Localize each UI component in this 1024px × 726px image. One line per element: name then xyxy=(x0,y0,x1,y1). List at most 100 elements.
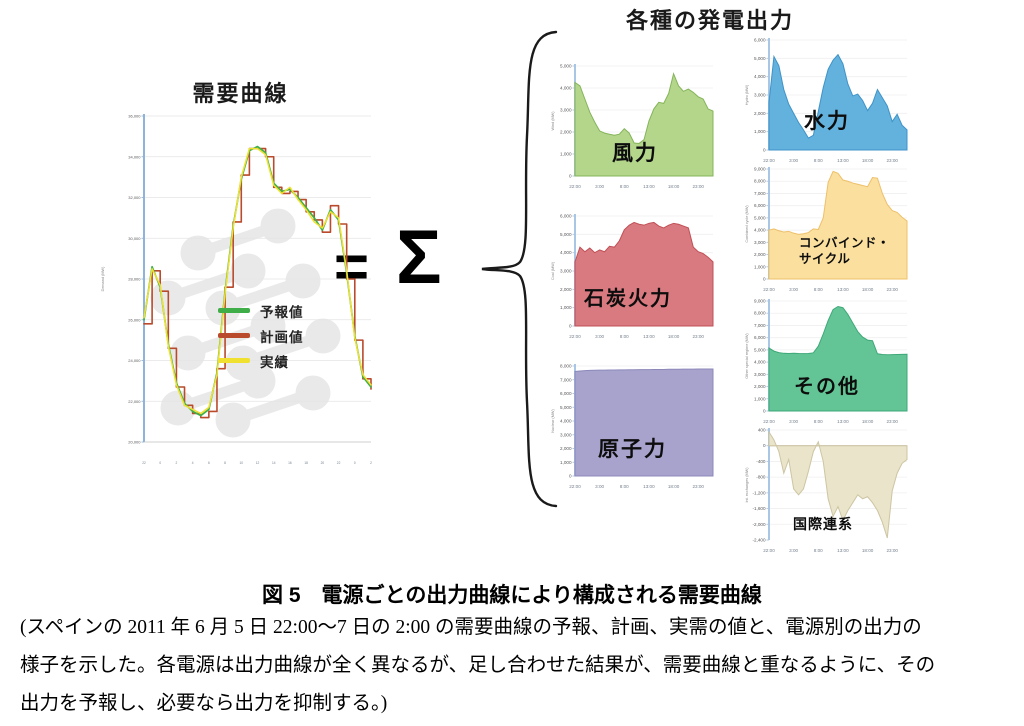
svg-text:24,000: 24,000 xyxy=(128,358,141,363)
combined-cycle-label: コンバインド・ サイクル xyxy=(799,235,890,268)
forecast-label: 予報値 xyxy=(260,304,304,320)
svg-text:23:00: 23:00 xyxy=(692,484,704,489)
svg-text:18:00: 18:00 xyxy=(862,158,874,163)
svg-text:3,000: 3,000 xyxy=(754,93,766,98)
svg-text:23:00: 23:00 xyxy=(692,334,704,339)
planned-label: 計画値 xyxy=(260,329,304,345)
svg-text:18:00: 18:00 xyxy=(668,184,680,189)
svg-text:22:00: 22:00 xyxy=(763,287,775,292)
svg-text:4,000: 4,000 xyxy=(560,419,572,424)
wind-chart: 0 1,000 2,000 3,000 4,000 5,000 22:00 3:00 8:00 1… xyxy=(548,60,728,200)
svg-text:5,000: 5,000 xyxy=(754,215,766,220)
combined-cycle-chart: 0 1,000 2,000 3,000 4,000 5,000 6,000 7,000 8,00… xyxy=(742,163,922,303)
legend-item-planned: 計画値 xyxy=(218,323,304,348)
other-chart-svg: 0 1,000 2,000 3,000 4,000 5,000 6,000 7,000 8,00… xyxy=(745,299,908,424)
nuclear-chart-svg: 0 1,000 2,000 3,000 4,000 5,000 6,000 7,000 8,00… xyxy=(551,364,714,489)
svg-text:6,000: 6,000 xyxy=(560,391,572,396)
svg-text:0: 0 xyxy=(354,461,356,465)
svg-text:13:00: 13:00 xyxy=(643,334,655,339)
description-line: 出力を予報し、必要なら出力を抑制する。) xyxy=(20,693,388,714)
svg-text:0: 0 xyxy=(763,443,766,448)
svg-text:Nuclear (MW): Nuclear (MW) xyxy=(551,409,555,433)
demand-chart-title: 需要曲線 xyxy=(192,81,289,106)
svg-text:-400: -400 xyxy=(756,459,766,464)
svg-text:8:00: 8:00 xyxy=(814,158,823,163)
svg-text:5,000: 5,000 xyxy=(560,64,572,69)
svg-text:3,000: 3,000 xyxy=(560,269,572,274)
svg-text:6,000: 6,000 xyxy=(754,38,766,43)
svg-text:13:00: 13:00 xyxy=(643,484,655,489)
description-line: 様子を示した。各電源は出力曲線が全く異なるが、足し合わせた結果が、需要曲線と重な… xyxy=(20,655,936,676)
svg-text:1,000: 1,000 xyxy=(560,460,572,465)
svg-text:6,000: 6,000 xyxy=(754,335,766,340)
svg-text:Other special regime (MW): Other special regime (MW) xyxy=(745,333,749,379)
svg-text:36,000: 36,000 xyxy=(128,114,141,119)
svg-text:2,000: 2,000 xyxy=(560,287,572,292)
svg-text:3,000: 3,000 xyxy=(754,372,766,377)
svg-text:Demand (MW): Demand (MW) xyxy=(101,266,105,291)
svg-text:8,000: 8,000 xyxy=(560,364,572,369)
wind-label: 風力 xyxy=(612,142,658,165)
svg-text:16: 16 xyxy=(288,461,292,465)
svg-text:Hydro (MW): Hydro (MW) xyxy=(745,84,749,105)
svg-text:4,000: 4,000 xyxy=(754,360,766,365)
svg-text:4,000: 4,000 xyxy=(560,250,572,255)
demand-chart-svg: 20,000 22,000 24,000 26,000 28,000 30,000 32,0… xyxy=(101,114,372,466)
svg-text:22:00: 22:00 xyxy=(569,484,581,489)
svg-text:23:00: 23:00 xyxy=(886,548,898,553)
svg-text:8:00: 8:00 xyxy=(814,419,823,424)
svg-text:18:00: 18:00 xyxy=(862,419,874,424)
international-label: 国際連系 xyxy=(793,516,853,532)
svg-text:0: 0 xyxy=(569,324,572,329)
svg-text:13:00: 13:00 xyxy=(643,184,655,189)
svg-text:13:00: 13:00 xyxy=(837,419,849,424)
svg-text:4: 4 xyxy=(192,461,194,465)
svg-text:2,000: 2,000 xyxy=(560,130,572,135)
svg-text:-1,200: -1,200 xyxy=(752,490,765,495)
actual-swatch xyxy=(218,358,250,363)
description-line: (スペインの 2011 年 6 月 5 日 22:00～7 日の 2:00 の需… xyxy=(20,617,922,638)
svg-text:22:00: 22:00 xyxy=(763,419,775,424)
svg-text:3,000: 3,000 xyxy=(560,432,572,437)
svg-text:2,000: 2,000 xyxy=(754,111,766,116)
svg-text:13:00: 13:00 xyxy=(837,287,849,292)
svg-text:7,000: 7,000 xyxy=(754,323,766,328)
forecast-swatch xyxy=(218,308,250,313)
other-label: その他 xyxy=(794,376,860,398)
hydro-label: 水力 xyxy=(804,110,850,133)
svg-text:3:00: 3:00 xyxy=(789,548,798,553)
svg-text:18:00: 18:00 xyxy=(668,334,680,339)
nuclear-chart: 0 1,000 2,000 3,000 4,000 5,000 6,000 7,000 8,00… xyxy=(548,360,728,500)
svg-text:22:00: 22:00 xyxy=(763,548,775,553)
svg-text:23:00: 23:00 xyxy=(692,184,704,189)
svg-text:22:00: 22:00 xyxy=(569,334,581,339)
combined-cycle-label-line1: コンバインド・ xyxy=(799,236,891,250)
svg-text:22:00: 22:00 xyxy=(763,158,775,163)
svg-text:23:00: 23:00 xyxy=(886,158,898,163)
svg-text:3:00: 3:00 xyxy=(595,334,604,339)
curly-brace xyxy=(481,30,558,508)
svg-text:8: 8 xyxy=(224,461,226,465)
svg-text:3:00: 3:00 xyxy=(789,419,798,424)
svg-text:18: 18 xyxy=(304,461,308,465)
svg-text:3:00: 3:00 xyxy=(789,158,798,163)
svg-text:1,000: 1,000 xyxy=(754,396,766,401)
svg-text:Coal (MW): Coal (MW) xyxy=(551,261,555,280)
svg-text:8:00: 8:00 xyxy=(620,184,629,189)
svg-text:2: 2 xyxy=(176,461,178,465)
combined-cycle-chart-svg: 0 1,000 2,000 3,000 4,000 5,000 6,000 7,000 8,00… xyxy=(745,167,908,292)
svg-text:12: 12 xyxy=(256,461,260,465)
svg-text:Combined cycle (MW): Combined cycle (MW) xyxy=(745,205,749,243)
svg-text:-1,600: -1,600 xyxy=(752,506,765,511)
svg-text:23:00: 23:00 xyxy=(886,287,898,292)
svg-text:1,000: 1,000 xyxy=(754,129,766,134)
svg-text:9,000: 9,000 xyxy=(754,167,766,172)
svg-text:8:00: 8:00 xyxy=(620,334,629,339)
svg-text:18:00: 18:00 xyxy=(862,287,874,292)
svg-text:13:00: 13:00 xyxy=(837,548,849,553)
svg-text:0: 0 xyxy=(763,277,766,282)
svg-text:22: 22 xyxy=(337,461,341,465)
svg-text:4,000: 4,000 xyxy=(754,74,766,79)
svg-text:8,000: 8,000 xyxy=(754,311,766,316)
